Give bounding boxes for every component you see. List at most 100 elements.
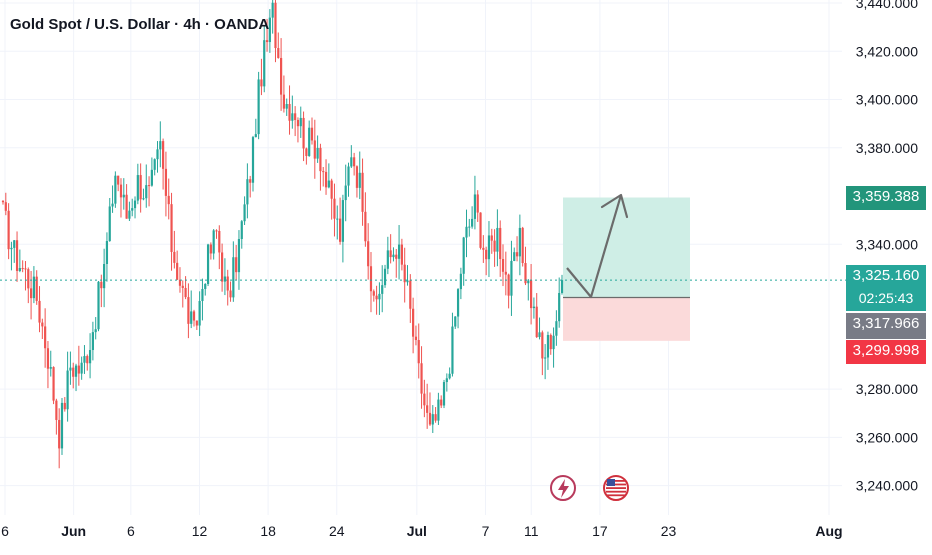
candle-down (355, 166, 359, 188)
candle-down (44, 326, 47, 349)
candle-up (558, 292, 561, 322)
candle-up (316, 147, 319, 159)
candle-up (94, 329, 97, 333)
candle-up (358, 172, 361, 188)
candle-up (350, 157, 353, 167)
candle-down (41, 322, 44, 327)
candle-up (456, 289, 460, 317)
x-tick-label: 6 (1, 523, 9, 539)
candle-down (333, 198, 336, 219)
candle-down (338, 218, 342, 242)
candle-up (32, 276, 35, 299)
candle-up (392, 254, 395, 258)
flag-stripe (606, 480, 626, 482)
x-tick-label: 17 (592, 523, 608, 539)
candle-up (13, 240, 16, 248)
candle-up (406, 280, 409, 283)
candle-down (530, 280, 533, 309)
stop-zone (563, 297, 690, 341)
candle-down (504, 271, 507, 275)
candle-down (162, 141, 165, 169)
candle-up (397, 244, 401, 259)
candle-down (324, 171, 328, 188)
candle-down (77, 365, 80, 374)
candle-up (555, 321, 558, 336)
candle-down (187, 297, 190, 324)
candle-up (257, 79, 260, 135)
x-tick-label: 24 (329, 523, 345, 539)
us-flag-icon (603, 475, 629, 501)
candle-down (490, 235, 493, 241)
flag-canton (607, 479, 615, 486)
candle-down (417, 340, 420, 364)
candle-up (131, 208, 134, 211)
flag-stripe (606, 494, 626, 497)
candle-up (552, 335, 555, 350)
current-price-label: 3,325.160 (852, 267, 920, 284)
candle-down (302, 117, 305, 149)
candle-up (442, 382, 446, 406)
candle-down (4, 202, 7, 211)
candle-up (448, 373, 451, 379)
stop-price-tag: 3,299.998 (846, 340, 926, 364)
candle-down (235, 257, 238, 273)
candle-down (173, 251, 176, 263)
candle-down (35, 276, 38, 301)
candle-up (513, 252, 516, 261)
target-price-label: 3,359.388 (852, 188, 920, 205)
target-price-tag: 3,359.388 (846, 186, 926, 210)
candle-down (361, 172, 364, 212)
candle-up (308, 127, 311, 156)
position-zones (563, 197, 690, 341)
candle-down (288, 104, 291, 121)
projection-path (566, 194, 623, 299)
x-tick-label: Jun (61, 523, 86, 539)
candle-down (482, 247, 485, 250)
candle-up (344, 185, 347, 201)
lightning-icon (550, 475, 576, 501)
candle-down (367, 241, 370, 267)
candle-up (271, 2, 274, 18)
candle-up (108, 206, 111, 242)
candle-up (383, 268, 387, 286)
candle-down (507, 274, 510, 296)
candle-down (260, 79, 263, 87)
candle-up (237, 238, 241, 273)
candle-down (440, 399, 443, 406)
projection-arrow (566, 193, 629, 299)
candle-up (386, 250, 389, 269)
candle-up (532, 306, 536, 309)
candle-up (198, 301, 201, 326)
candle-up (459, 273, 462, 290)
candle-down (515, 252, 519, 257)
candle-down (372, 291, 375, 296)
candle-down (403, 264, 406, 283)
candle-down (27, 269, 30, 289)
candle-up (150, 169, 153, 186)
price-axis: 3,440.000 3,420.000 3,400.000 3,380.000 3,34… (856, 0, 918, 494)
candle-down (541, 332, 544, 359)
candle-up (538, 332, 541, 338)
candle-down (226, 276, 229, 291)
candle-up (69, 367, 72, 371)
candle-down (423, 393, 426, 406)
candle-up (437, 399, 440, 421)
candle-down (265, 40, 269, 43)
candle-down (29, 288, 33, 299)
candle-down (549, 334, 552, 350)
candle-up (527, 280, 530, 284)
entry-price-label: 3,317.966 (852, 315, 920, 332)
candle-down (501, 258, 505, 272)
x-tick-label: 23 (661, 523, 677, 539)
candle-up (496, 227, 499, 252)
candle-down (195, 320, 198, 326)
candle-down (72, 367, 75, 377)
candle-up (246, 179, 249, 205)
candle-down (139, 175, 142, 200)
candle-down (400, 244, 403, 265)
candle-down (221, 252, 224, 282)
candle-down (310, 127, 314, 141)
candle-up (190, 311, 193, 324)
